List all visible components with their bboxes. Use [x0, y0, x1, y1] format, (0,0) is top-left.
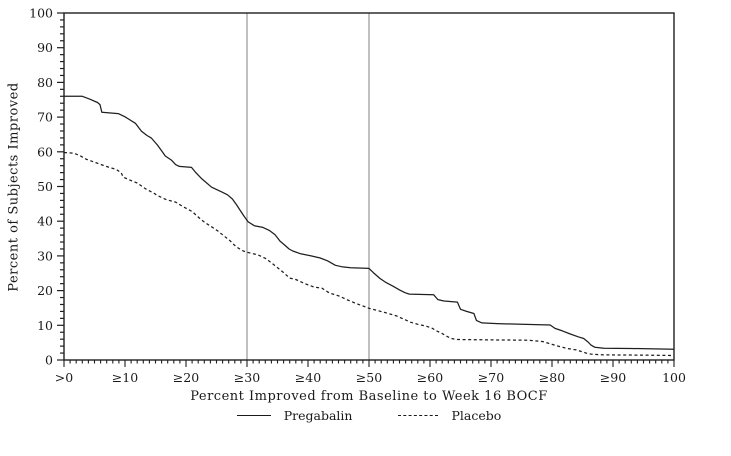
x-tick-label-60: ≥60	[417, 370, 443, 385]
x-tick-label-80: ≥80	[539, 370, 565, 385]
y-tick-label-0: 0	[45, 353, 53, 368]
x-tick-label-100: 100	[662, 370, 686, 385]
y-tick-label-80: 80	[37, 75, 53, 90]
x-tick-label-30: ≥30	[234, 370, 260, 385]
x-tick-label-40: ≥40	[295, 370, 321, 385]
x-tick-label-10: ≥10	[112, 370, 138, 385]
y-tick-label-20: 20	[37, 283, 53, 298]
y-tick-label-70: 70	[37, 110, 53, 125]
series-line-pregabalin	[64, 95, 675, 350]
y-tick-label-30: 30	[37, 248, 53, 263]
legend-label-placebo: Placebo	[451, 408, 502, 423]
x-tick-label-20: ≥20	[173, 370, 199, 385]
legend-item-placebo: Placebo	[398, 408, 501, 423]
pregabalin-solid-line-icon	[236, 415, 271, 416]
x-axis-title: Percent Improved from Baseline to Week 1…	[190, 389, 548, 404]
y-tick-label-100: 100	[29, 6, 53, 21]
y-tick-label-90: 90	[37, 40, 53, 55]
y-tick-label-40: 40	[37, 214, 53, 229]
x-tick-label-90: ≥90	[600, 370, 626, 385]
y-axis-title: Percent of Subjects Improved	[6, 82, 22, 292]
y-tick-label-10: 10	[37, 318, 53, 333]
series-line-placebo	[63, 151, 675, 357]
x-tick-label-0: >0	[55, 370, 73, 385]
x-tick-label-70: ≥70	[478, 370, 504, 385]
legend-item-pregabalin: Pregabalin	[236, 408, 353, 423]
y-tick-label-60: 60	[37, 144, 53, 159]
x-tick-label-50: ≥50	[356, 370, 382, 385]
placebo-dashed-line-icon	[398, 415, 439, 416]
y-tick-label-50: 50	[37, 179, 53, 194]
chart-legend: Pregabalin Placebo	[64, 408, 674, 423]
legend-label-pregabalin: Pregabalin	[283, 408, 353, 423]
